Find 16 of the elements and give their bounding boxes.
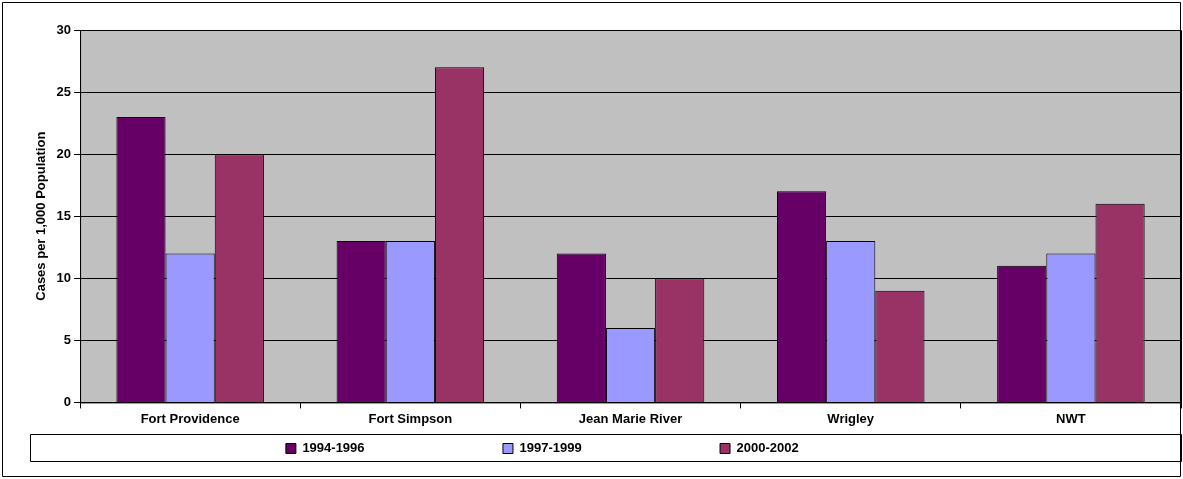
y-tick-label: 10 [56, 269, 72, 285]
y-tick-label: 20 [56, 145, 72, 161]
y-tick-label: 5 [63, 331, 72, 347]
legend-label: 2000-2002 [736, 440, 926, 456]
y-tick-label: 0 [63, 393, 72, 409]
x-tick-label: Fort Simpson [368, 410, 453, 426]
y-axis-title: Cases per 1,000 Population [33, 131, 49, 301]
legend-label: 1994-1996 [302, 440, 491, 456]
x-tick-label: NWT [1056, 410, 1086, 426]
y-tick-label: 15 [56, 207, 72, 223]
legend-label: 1997-1999 [519, 440, 709, 456]
x-tick-label: Jean Marie River [578, 410, 683, 426]
x-tick-label: Wrigley [827, 410, 875, 426]
y-tick-label: 25 [56, 83, 72, 99]
y-tick-label: 30 [56, 21, 72, 37]
x-tick-label: Fort Providence [140, 410, 240, 426]
